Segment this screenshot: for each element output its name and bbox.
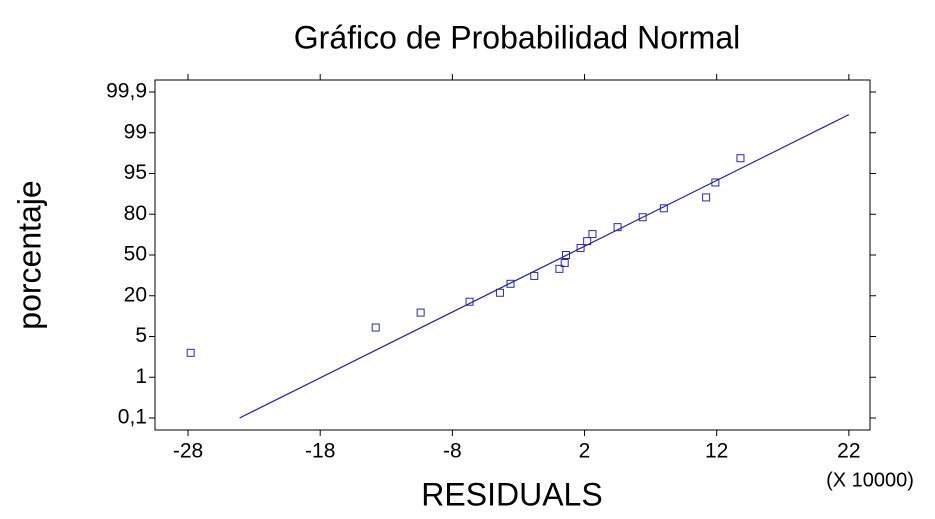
- data-point: [555, 264, 564, 273]
- data-point: [583, 237, 592, 246]
- y-tick-label: 0,1: [118, 406, 147, 429]
- data-point: [506, 279, 515, 288]
- x-tick-label: -18: [305, 440, 335, 463]
- data-point: [465, 297, 474, 306]
- y-tick-label: 95: [124, 161, 147, 184]
- y-tick-label: 50: [124, 243, 147, 266]
- x-tick-label: -28: [173, 440, 203, 463]
- data-point: [736, 154, 745, 163]
- x-tick-label: 22: [837, 440, 860, 463]
- data-point: [638, 213, 647, 222]
- data-point: [576, 244, 585, 253]
- data-point: [495, 288, 504, 297]
- chart-title: Gráfico de Probabilidad Normal: [294, 19, 740, 55]
- y-tick-label: 80: [124, 202, 147, 225]
- data-point: [659, 204, 668, 213]
- y-tick-label: 99: [124, 120, 147, 143]
- y-tick-label: 20: [124, 283, 147, 306]
- x-tick-label: -8: [443, 440, 462, 463]
- plot-frame: [154, 79, 871, 431]
- data-point: [560, 259, 569, 268]
- data-point: [371, 323, 380, 332]
- y-tick-label: 5: [135, 324, 147, 347]
- data-point: [416, 308, 425, 317]
- x-multiplier-label: (X 10000): [826, 469, 914, 491]
- data-point: [702, 193, 711, 202]
- x-tick-label: 2: [579, 440, 591, 463]
- x-tick-label: 12: [705, 440, 728, 463]
- data-point: [711, 178, 720, 187]
- data-point: [530, 271, 539, 280]
- data-point: [588, 230, 597, 239]
- y-axis-label: porcentaje: [11, 180, 47, 329]
- data-point: [186, 348, 195, 357]
- data-point: [562, 251, 571, 259]
- x-axis-label: RESIDUALS: [421, 476, 602, 512]
- data-point: [613, 223, 622, 232]
- y-tick-label: 99,9: [106, 80, 147, 103]
- fit-line: [239, 114, 850, 419]
- y-tick-label: 1: [135, 365, 147, 388]
